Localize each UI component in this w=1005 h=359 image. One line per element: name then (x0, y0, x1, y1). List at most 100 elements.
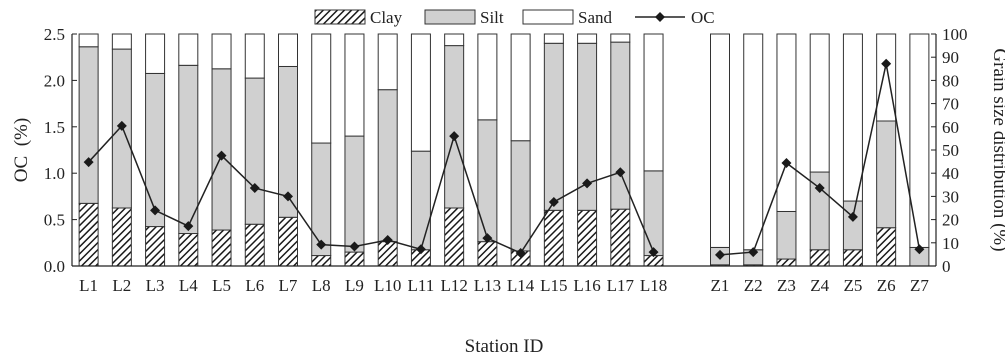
bar-clay-l18 (643, 255, 664, 267)
bar-clay-l2 (111, 207, 132, 267)
bar-silt-l15 (543, 42, 564, 211)
x-tick-label-z5: Z5 (843, 276, 862, 295)
bar-sand-l16 (577, 33, 598, 44)
bar-silt-l14 (510, 140, 531, 252)
bar-silt-l1 (78, 46, 99, 204)
bar-silt-l4 (178, 64, 199, 235)
bar-sand-l15 (543, 33, 564, 44)
x-tick-label-l13: L13 (474, 276, 501, 295)
y-axis-title-right: Grain size distribution (%) (989, 48, 1005, 251)
bar-sand-z6 (876, 33, 897, 122)
x-tick-label-l11: L11 (408, 276, 435, 295)
x-tick-label-z3: Z3 (777, 276, 796, 295)
bar-silt-l6 (244, 77, 265, 225)
bar-silt-l3 (145, 72, 166, 228)
x-tick-label-z7: Z7 (910, 276, 929, 295)
x-tick-label-l4: L4 (179, 276, 198, 295)
x-tick-label-l10: L10 (374, 276, 401, 295)
oc-point-l11 (415, 244, 426, 255)
x-tick-label-z4: Z4 (810, 276, 829, 295)
bar-clay-l17 (610, 208, 631, 267)
bar-sand-l2 (111, 33, 132, 50)
bar-silt-l8 (311, 142, 332, 257)
bar-clay-l5 (211, 229, 232, 267)
y-tick-label-right: 100 (942, 25, 968, 44)
bar-silt-z3 (776, 210, 797, 260)
y-tick-label-right: 40 (942, 164, 959, 183)
oc-point-l15 (548, 196, 559, 207)
y-tick-label-right: 60 (942, 118, 959, 137)
x-tick-label-l18: L18 (640, 276, 667, 295)
oc-point-l8 (316, 239, 327, 250)
bar-sand-l17 (610, 33, 631, 43)
x-tick-label-z6: Z6 (877, 276, 896, 295)
bar-clay-z3 (776, 258, 797, 267)
bar-silt-l12 (444, 45, 465, 209)
bar-clay-l3 (145, 226, 166, 267)
legend-swatch-oc-marker (655, 12, 665, 22)
x-tick-label-l8: L8 (312, 276, 331, 295)
oc-point-z3 (781, 157, 792, 168)
legend: Clay Silt Sand OC (314, 8, 715, 27)
oc-point-l16 (582, 178, 593, 189)
oc-point-l5 (216, 150, 227, 161)
oc-point-z4 (814, 183, 825, 194)
bar-silt-l10 (377, 89, 398, 243)
bar-sand-z4 (809, 33, 830, 173)
bar-sand-z2 (743, 33, 764, 251)
y-tick-label-right: 70 (942, 95, 959, 114)
oc-point-l3 (150, 205, 161, 216)
bar-sand-l13 (477, 33, 498, 121)
x-tick-label-l14: L14 (507, 276, 535, 295)
bar-silt-l18 (643, 170, 664, 257)
x-tick-label-l2: L2 (112, 276, 131, 295)
oc-point-z7 (914, 244, 925, 255)
legend-label-oc: OC (691, 8, 715, 27)
oc-point-l9 (349, 241, 360, 252)
oc-point-z1 (715, 249, 725, 260)
bar-silt-z5 (842, 200, 863, 251)
bar-clay-l8 (311, 255, 332, 267)
legend-label-clay: Clay (370, 8, 403, 27)
bar-sand-l12 (444, 33, 465, 47)
y-tick-label-left: 1.0 (44, 164, 65, 183)
x-tick-label-l9: L9 (345, 276, 364, 295)
bar-clay-l10 (377, 241, 398, 267)
legend-swatch-clay (314, 9, 366, 25)
bar-clay-z4 (809, 249, 830, 267)
y-tick-label-right: 80 (942, 71, 959, 90)
y-axis-title-left: OC (%) (11, 118, 32, 182)
bar-sand-l1 (78, 33, 99, 48)
legend-label-sand: Sand (578, 8, 613, 27)
y-tick-label-left: 0.5 (44, 211, 65, 230)
bar-silt-l17 (610, 41, 631, 210)
bar-silt-l5 (211, 68, 232, 231)
x-tick-label-l16: L16 (573, 276, 600, 295)
x-tick-label-l3: L3 (146, 276, 165, 295)
axes-layer (71, 33, 937, 267)
x-axis-title: Station ID (465, 336, 544, 357)
y-tick-label-right: 20 (942, 211, 959, 230)
oc-point-l18 (648, 247, 659, 258)
bar-sand-l5 (211, 33, 232, 70)
oc-point-l12 (449, 131, 460, 142)
bar-clay-l7 (278, 216, 298, 267)
x-tick-label-l17: L17 (607, 276, 635, 295)
bar-sand-z1 (710, 33, 730, 248)
bar-sand-l4 (178, 33, 199, 66)
oc-point-l17 (615, 167, 626, 178)
bar-sand-l14 (510, 33, 531, 142)
bar-sand-l3 (145, 33, 166, 74)
y-tick-label-right: 0 (942, 257, 951, 276)
bar-clay-l6 (244, 223, 265, 267)
oc-point-l14 (515, 248, 526, 259)
bar-clay-l12 (444, 207, 465, 267)
y-tick-label-left: 1.5 (44, 118, 65, 137)
bar-sand-l10 (377, 33, 398, 91)
oc-point-z6 (881, 58, 892, 69)
y-tick-label-right: 50 (942, 141, 959, 160)
x-tick-label-l12: L12 (440, 276, 467, 295)
y-tick-label-right: 10 (942, 234, 959, 253)
oc-line-layer (83, 58, 925, 260)
